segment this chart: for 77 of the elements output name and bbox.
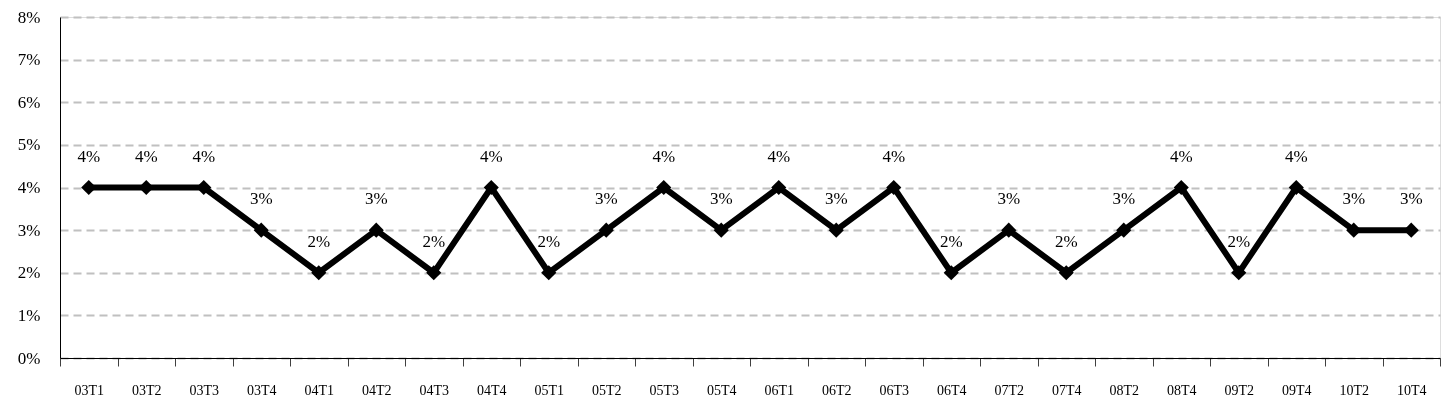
point — [713, 222, 729, 238]
data-label: 3% — [364, 189, 388, 209]
data-label: 4% — [1169, 146, 1193, 166]
data-label: 3% — [824, 189, 848, 209]
y-tick-label: 0% — [17, 348, 41, 368]
point — [1058, 265, 1074, 281]
data-label: 3% — [1399, 189, 1423, 209]
x-tick-label: 10T2 — [1339, 382, 1370, 398]
point — [886, 179, 902, 196]
point — [771, 179, 787, 196]
x-tick-label: 09T2 — [1224, 382, 1255, 398]
x-tick-label: 05T3 — [649, 382, 680, 398]
y-tick-label: 7% — [17, 50, 41, 70]
x-tick-label: 07T2 — [994, 382, 1025, 398]
point — [1116, 222, 1132, 238]
y-tick-label: 3% — [17, 220, 41, 240]
data-label: 3% — [1342, 189, 1366, 209]
x-tick-label: 09T4 — [1281, 382, 1312, 398]
point — [541, 265, 557, 281]
x-tick-label: 05T4 — [706, 382, 737, 398]
x-tick-label: 06T2 — [821, 382, 852, 398]
y-tick-label: 1% — [17, 305, 41, 325]
data-label: 2% — [537, 231, 561, 251]
x-tick-label: 03T1 — [74, 382, 105, 398]
data-label: 2% — [939, 231, 963, 251]
point — [943, 265, 959, 281]
x-tick-label: 07T4 — [1051, 382, 1082, 398]
point — [1001, 222, 1017, 238]
data-label: 4% — [652, 146, 676, 166]
point — [196, 179, 212, 196]
x-tick-label: 03T2 — [131, 382, 162, 398]
data-label: 2% — [422, 231, 446, 251]
x-tick-label: 04T3 — [419, 382, 450, 398]
point — [368, 222, 384, 238]
data-label: 3% — [709, 189, 733, 209]
x-tick-label: 06T1 — [764, 382, 795, 398]
x-tick-label: 10T4 — [1396, 382, 1427, 398]
y-tick-label: 8% — [17, 7, 41, 27]
y-tick-label: 4% — [17, 178, 41, 197]
point — [656, 179, 672, 196]
data-label: 4% — [882, 146, 906, 166]
point — [311, 265, 327, 281]
data-label: 4% — [767, 146, 791, 166]
data-label: 3% — [249, 189, 273, 209]
x-tick-label: 03T3 — [189, 382, 220, 398]
x-tick-label: 06T4 — [936, 382, 967, 398]
x-tick-label: 03T4 — [246, 382, 277, 398]
point — [1173, 179, 1189, 196]
y-tick-label: 2% — [17, 263, 41, 283]
data-label: 2% — [1054, 231, 1078, 251]
point — [426, 265, 442, 281]
x-tick-label: 08T4 — [1166, 382, 1197, 398]
point — [828, 222, 844, 238]
x-tick-label: 04T2 — [361, 382, 392, 398]
x-tick-label: 05T1 — [534, 382, 565, 398]
x-tick-label: 08T2 — [1109, 382, 1140, 398]
point — [1231, 265, 1247, 281]
point — [483, 179, 499, 196]
data-label: 4% — [77, 146, 101, 166]
data-label: 3% — [1112, 189, 1136, 209]
data-label: 4% — [192, 146, 216, 166]
y-tick-label: 5% — [17, 135, 41, 155]
x-tick-label: 06T3 — [879, 382, 910, 398]
data-label: 2% — [307, 231, 331, 251]
point — [253, 222, 269, 238]
y-tick-label: 6% — [17, 92, 41, 112]
data-label: 2% — [1227, 231, 1251, 251]
data-label: 3% — [594, 189, 618, 209]
x-tick-label: 04T4 — [476, 382, 507, 398]
data-label: 4% — [1284, 146, 1308, 166]
x-tick-label: 04T1 — [304, 382, 335, 398]
point — [598, 222, 614, 238]
data-label: 4% — [134, 146, 158, 166]
data-label: 3% — [997, 189, 1021, 209]
point — [1288, 179, 1304, 196]
x-tick-label: 05T2 — [591, 382, 622, 398]
data-label: 4% — [479, 146, 503, 166]
